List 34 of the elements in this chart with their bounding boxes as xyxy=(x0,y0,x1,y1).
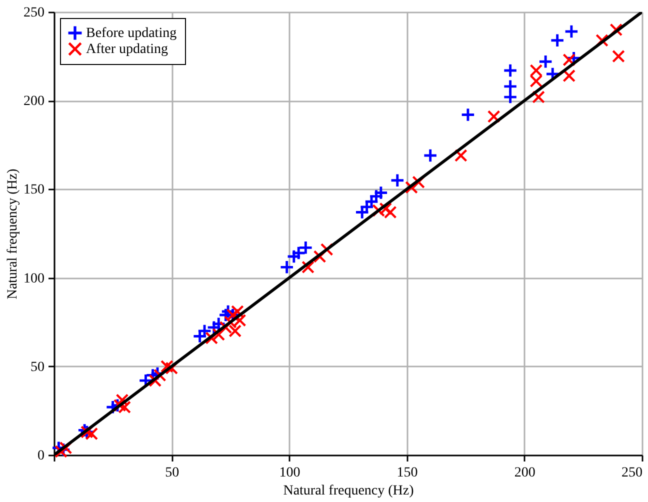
y-tick-label: 250 xyxy=(24,6,44,20)
point xyxy=(300,242,312,254)
point xyxy=(374,186,388,199)
legend-label: Before updating xyxy=(86,26,177,41)
x-tick-label: 50 xyxy=(165,466,180,480)
x-tick-label: 100 xyxy=(279,466,300,480)
x-tick-label: 200 xyxy=(514,466,536,480)
point xyxy=(462,108,474,121)
point xyxy=(280,261,293,274)
point xyxy=(612,50,625,62)
point xyxy=(504,64,516,77)
point xyxy=(530,64,542,77)
point xyxy=(562,70,576,82)
y-tick-label: 200 xyxy=(24,94,44,110)
point xyxy=(530,74,542,88)
point xyxy=(504,90,516,104)
legend-label: After updating xyxy=(86,42,168,57)
point xyxy=(228,324,242,338)
point xyxy=(424,149,436,162)
point xyxy=(198,324,211,338)
point xyxy=(504,80,516,93)
y-tick-label: 0 xyxy=(38,448,44,464)
x-tick-label: 150 xyxy=(396,466,418,480)
y-tick-label: 100 xyxy=(24,271,44,286)
point xyxy=(551,34,564,46)
y-tick-label: 50 xyxy=(30,360,44,375)
x-axis-title: Natural frequency (Hz) xyxy=(283,484,414,498)
y-tick-label: 150 xyxy=(24,182,44,198)
point xyxy=(384,206,396,218)
x-tick-label: 250 xyxy=(622,466,642,480)
point xyxy=(565,25,578,38)
point xyxy=(391,174,404,186)
y-axis-title: Natural frequency (Hz) xyxy=(6,168,20,300)
point xyxy=(539,55,552,68)
